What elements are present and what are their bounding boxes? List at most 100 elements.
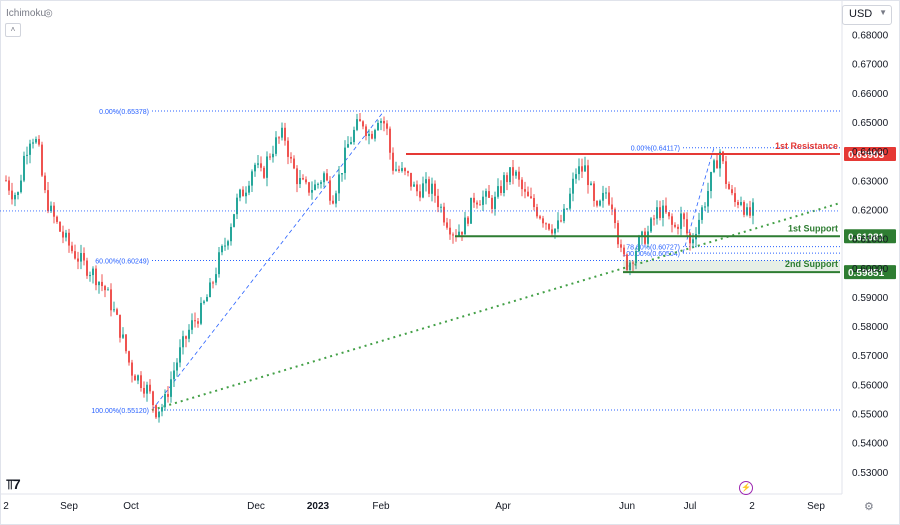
candle-body <box>716 160 718 169</box>
candle-body <box>77 258 79 262</box>
candle-body <box>131 362 133 376</box>
candle-body <box>680 213 682 229</box>
candle-body <box>641 231 643 237</box>
candle-body <box>200 302 202 324</box>
candle-body <box>440 206 442 208</box>
candle-body <box>14 194 16 200</box>
candle-body <box>611 204 613 210</box>
candle-body <box>383 120 385 124</box>
candle-body <box>125 334 127 352</box>
candle-body <box>341 173 343 175</box>
price-tick-label: 0.54000 <box>852 439 889 450</box>
candle-body <box>107 289 109 291</box>
candle-body <box>176 362 178 371</box>
level-price-tag <box>844 146 896 161</box>
candle-body <box>584 165 586 172</box>
candle-body <box>521 179 523 190</box>
candle-body <box>281 127 283 138</box>
time-tick-label: Apr <box>495 501 511 512</box>
candle-body <box>29 143 31 155</box>
candle-body <box>557 220 559 229</box>
candle-body <box>452 234 454 236</box>
candle-body <box>80 253 82 262</box>
candle-body <box>185 336 187 339</box>
support-resistance-levels: 1st Resistance 0.63903 1st Support 0.61081 2… <box>0 141 896 280</box>
candle-body <box>359 119 361 122</box>
candle-body <box>413 184 415 187</box>
lightning-icon[interactable]: ⚡ <box>739 481 753 495</box>
tradingview-logo-icon[interactable]: ⫪7 <box>6 476 21 492</box>
candle-body <box>152 391 154 406</box>
fib-connector-line <box>151 110 385 411</box>
candle-body <box>344 147 346 174</box>
chevron-up-icon[interactable]: ˄ <box>5 23 21 37</box>
candle-body <box>698 219 700 234</box>
candle-body <box>248 185 250 193</box>
candle-body <box>38 138 40 145</box>
candle-body <box>428 179 430 194</box>
time-tick-label: Jul <box>684 501 697 512</box>
candle-body <box>371 133 373 139</box>
time-tick-label: Oct <box>123 501 139 512</box>
time-tick-label: 2023 <box>307 501 330 512</box>
candle-body <box>110 289 112 311</box>
candle-body <box>527 191 529 197</box>
indicator-legend-label[interactable]: Ichimoku <box>6 8 47 19</box>
candle-body <box>737 202 739 205</box>
candle-body <box>203 301 205 303</box>
candle-body <box>743 202 745 215</box>
price-tick-label: 0.55000 <box>852 410 889 421</box>
candle-body <box>674 224 676 227</box>
fib-level-label: 60.00%(0.60249) <box>95 259 149 266</box>
candle-body <box>596 200 598 206</box>
candle-body <box>95 268 97 286</box>
candle-body <box>356 119 358 130</box>
candle-body <box>188 329 190 339</box>
fib-recent-level-label: 78.60%(0.60727) <box>626 245 680 252</box>
candle-body <box>638 236 640 252</box>
candle-body <box>659 207 661 218</box>
fib-recent-connector-line <box>682 147 715 254</box>
candle-body <box>116 309 118 315</box>
candle-body <box>392 152 394 171</box>
candle-body <box>308 182 310 193</box>
price-tick-label: 0.59000 <box>852 293 889 304</box>
candle-body <box>134 375 136 381</box>
candle-body <box>614 209 616 224</box>
gear-icon[interactable]: ⚙ <box>864 501 874 513</box>
time-tick-label: 2 <box>3 501 9 512</box>
level-name-label: 2nd Support <box>785 259 838 269</box>
price-tick-label: 0.57000 <box>852 351 889 362</box>
currency-select[interactable]: USD ▼ <box>842 5 892 25</box>
eye-icon[interactable]: ◎ <box>44 8 53 19</box>
level-price-tag <box>844 265 896 280</box>
candle-body <box>494 196 496 209</box>
candle-body <box>734 193 736 203</box>
ascending-trendline[interactable] <box>151 202 841 411</box>
candle-body <box>62 231 64 238</box>
candle-body <box>71 245 73 252</box>
fib-recent-level-label: 100.00%(0.60504) <box>622 251 680 258</box>
candle-body <box>218 252 220 275</box>
candle-body <box>278 137 280 139</box>
candle-body <box>89 275 91 277</box>
candle-body <box>665 205 667 213</box>
candle-body <box>68 232 70 246</box>
candle-body <box>122 334 124 338</box>
candle-body <box>545 223 547 225</box>
candle-body <box>488 191 490 198</box>
candle-body <box>389 128 391 153</box>
level-name-label: 1st Resistance <box>775 141 838 151</box>
candle-body <box>314 184 316 190</box>
candle-body <box>578 166 580 175</box>
candle-body <box>365 126 367 137</box>
candle-body <box>689 233 691 244</box>
candle-body <box>197 321 199 324</box>
support-zone <box>623 260 840 273</box>
candle-body <box>164 394 166 408</box>
candle-body <box>86 260 88 276</box>
candle-body <box>179 347 181 363</box>
candle-body <box>149 384 151 392</box>
candle-body <box>518 171 520 180</box>
